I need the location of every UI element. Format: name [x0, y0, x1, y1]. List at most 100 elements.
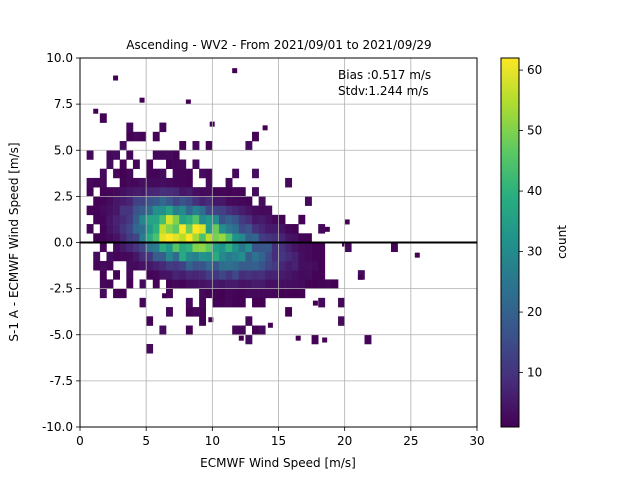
heatmap-cell [172, 233, 180, 243]
heatmap-cell [185, 187, 193, 197]
heatmap-cell [146, 168, 154, 179]
heatmap-cell [218, 196, 226, 206]
heatmap-cell [278, 214, 286, 225]
heatmap-cell [113, 205, 120, 216]
colorbar-tick-label: 30 [527, 245, 542, 259]
heatmap-cell [179, 214, 187, 225]
heatmap-cell [179, 159, 187, 170]
heatmap-cell [199, 251, 207, 262]
heatmap-cell [113, 288, 120, 299]
heatmap-cell [152, 251, 160, 262]
heatmap-cell [218, 233, 226, 243]
heatmap-cell [364, 334, 372, 345]
heatmap-cell [146, 187, 154, 197]
heatmap-cell [271, 288, 279, 299]
heatmap-cell [172, 260, 180, 271]
heatmap-cell [106, 196, 114, 206]
heatmap-cell [245, 205, 253, 216]
heatmap-cell [132, 242, 140, 253]
heatmap-cell [238, 196, 246, 206]
heatmap-cell [225, 297, 233, 308]
heatmap-cell [225, 187, 233, 197]
heatmap-cell [192, 251, 200, 262]
heatmap-cell [205, 141, 213, 151]
heatmap-cell [265, 233, 273, 243]
heatmap-cell [179, 260, 187, 271]
heatmap-cell [119, 205, 127, 216]
heatmap-cell [212, 214, 220, 225]
heatmap-cell [172, 242, 180, 253]
heatmap-cell [298, 251, 306, 262]
heatmap-cell [179, 251, 187, 262]
heatmap-cell [106, 214, 114, 225]
heatmap-cell [126, 233, 134, 243]
heatmap-cell [152, 205, 160, 216]
heatmap-cell [225, 224, 233, 234]
heatmap-cell [126, 260, 134, 271]
y-tick-label: 5.0 [54, 143, 73, 157]
colorbar-tick-label: 10 [527, 366, 542, 380]
heatmap-cell [99, 187, 107, 197]
heatmap-cell [267, 322, 273, 328]
heatmap-cell [245, 260, 253, 271]
heatmap-cell [185, 297, 193, 308]
heatmap-cell [225, 242, 233, 253]
x-axis-label: ECMWF Wind Speed [m/s] [200, 456, 356, 470]
x-tick-label: 20 [337, 434, 352, 448]
heatmap-cell [311, 334, 319, 345]
heatmap-cell [152, 242, 160, 253]
heatmap-cell [113, 187, 120, 197]
heatmap-cell [166, 205, 173, 216]
heatmap-cell [199, 279, 207, 289]
heatmap-cell [132, 251, 140, 262]
heatmap-cell [245, 214, 253, 225]
heatmap-cell [126, 177, 134, 188]
heatmap-cell [258, 205, 266, 216]
stdv-annotation: Stdv:1.244 m/s [338, 84, 429, 98]
heatmap-cell [278, 233, 286, 243]
heatmap-cell [185, 168, 193, 179]
heatmap-cell [192, 196, 200, 206]
heatmap-cell [113, 270, 120, 280]
heatmap-cell [238, 187, 246, 197]
heatmap-cell [192, 205, 200, 216]
heatmap-cell [159, 196, 167, 206]
heatmap-cell [258, 270, 266, 280]
heatmap-cell [304, 233, 312, 243]
heatmap-cell [146, 270, 154, 280]
heatmap-cell [318, 270, 326, 280]
y-axis-ticks: -10.0 -7.5 -5.0 -2.5 0.0 2.5 5.0 7.5 10.0 [42, 51, 80, 434]
heatmap-cell [99, 177, 107, 188]
heatmap-cell [166, 224, 173, 234]
heatmap-cell [258, 233, 266, 243]
heatmap-cell [285, 233, 293, 243]
heatmap-cell [152, 233, 160, 243]
heatmap-cell [93, 205, 101, 216]
heatmap-cell [185, 279, 193, 289]
y-tick-label: -10.0 [42, 420, 73, 434]
heatmap-cell [205, 233, 213, 243]
heatmap-cell [146, 316, 154, 326]
heatmap-cell [119, 224, 127, 234]
heatmap-cell [252, 205, 259, 216]
heatmap-cell [285, 177, 293, 188]
heatmap-cell [238, 251, 246, 262]
heatmap-cell [166, 270, 173, 280]
heatmap-cell [192, 187, 200, 197]
heatmap-cell [338, 297, 345, 308]
heatmap-cell [119, 141, 127, 151]
heatmap-cell [265, 214, 273, 225]
heatmap-cell [322, 337, 328, 343]
heatmap-cell [86, 224, 94, 234]
heatmap-cell [298, 270, 306, 280]
heatmap-cell [278, 251, 286, 262]
heatmap-cell [344, 242, 352, 253]
y-tick-label: 2.5 [54, 189, 73, 203]
heatmap-cell [298, 242, 306, 253]
x-tick-label: 25 [403, 434, 418, 448]
heatmap-cell [212, 187, 220, 197]
heatmap-cell [166, 187, 173, 197]
heatmap-cell [146, 224, 154, 234]
heatmap-cell [106, 187, 114, 197]
heatmap-cell [119, 289, 125, 295]
